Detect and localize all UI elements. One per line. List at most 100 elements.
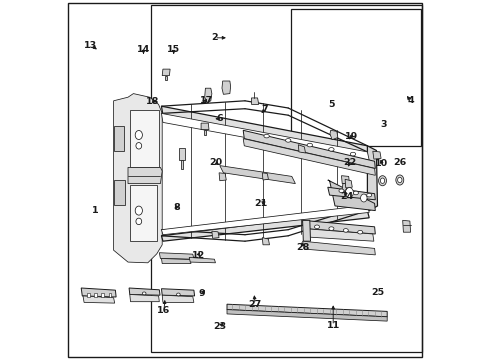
- Polygon shape: [162, 106, 368, 152]
- Polygon shape: [162, 205, 369, 235]
- Text: 21: 21: [255, 199, 268, 208]
- Polygon shape: [342, 176, 349, 184]
- Ellipse shape: [176, 293, 180, 296]
- Ellipse shape: [329, 227, 334, 230]
- Polygon shape: [162, 258, 191, 264]
- Polygon shape: [162, 211, 369, 241]
- Text: 20: 20: [209, 158, 222, 167]
- Polygon shape: [227, 304, 387, 317]
- Ellipse shape: [398, 177, 402, 183]
- Text: 7: 7: [262, 105, 268, 114]
- Polygon shape: [162, 69, 170, 76]
- Ellipse shape: [286, 139, 291, 142]
- Bar: [109, 293, 111, 297]
- Polygon shape: [181, 160, 183, 169]
- Text: 6: 6: [217, 114, 223, 123]
- Ellipse shape: [136, 143, 142, 149]
- Polygon shape: [303, 220, 311, 241]
- Polygon shape: [179, 148, 185, 160]
- Text: 5: 5: [328, 100, 335, 109]
- Ellipse shape: [358, 230, 363, 234]
- Polygon shape: [222, 81, 231, 94]
- Ellipse shape: [379, 176, 387, 186]
- Polygon shape: [262, 173, 269, 180]
- Bar: [94, 293, 97, 297]
- Ellipse shape: [361, 194, 367, 202]
- Polygon shape: [83, 296, 115, 303]
- Polygon shape: [220, 166, 295, 184]
- Polygon shape: [227, 310, 387, 321]
- Polygon shape: [205, 88, 212, 103]
- Polygon shape: [162, 205, 368, 236]
- Polygon shape: [162, 113, 369, 160]
- Polygon shape: [328, 187, 375, 200]
- Ellipse shape: [315, 225, 319, 229]
- Polygon shape: [114, 180, 125, 205]
- Text: 22: 22: [343, 158, 357, 167]
- Ellipse shape: [345, 188, 353, 198]
- Polygon shape: [342, 184, 346, 192]
- Bar: [101, 293, 104, 297]
- Polygon shape: [243, 130, 375, 168]
- Polygon shape: [303, 241, 375, 255]
- Text: 13: 13: [84, 40, 98, 49]
- Ellipse shape: [367, 193, 372, 197]
- Ellipse shape: [380, 178, 385, 183]
- Text: 9: 9: [198, 289, 205, 298]
- Ellipse shape: [135, 206, 143, 215]
- Polygon shape: [298, 145, 305, 153]
- Ellipse shape: [339, 189, 344, 193]
- Text: 17: 17: [199, 96, 213, 105]
- Polygon shape: [130, 185, 157, 241]
- Text: 3: 3: [380, 120, 387, 129]
- Ellipse shape: [307, 143, 313, 147]
- Text: 2: 2: [211, 33, 218, 42]
- Text: 4: 4: [407, 96, 414, 105]
- Polygon shape: [212, 231, 219, 238]
- Polygon shape: [368, 146, 377, 211]
- Polygon shape: [165, 76, 167, 80]
- Polygon shape: [189, 257, 216, 263]
- Polygon shape: [219, 173, 226, 181]
- Polygon shape: [162, 295, 194, 302]
- Polygon shape: [304, 229, 374, 241]
- Bar: [87, 293, 90, 297]
- Polygon shape: [328, 180, 375, 211]
- Ellipse shape: [350, 152, 356, 156]
- Text: 16: 16: [157, 306, 171, 315]
- Polygon shape: [162, 106, 369, 155]
- Polygon shape: [114, 94, 162, 263]
- Text: 1: 1: [92, 206, 99, 215]
- Ellipse shape: [135, 130, 143, 139]
- Polygon shape: [81, 288, 116, 297]
- Polygon shape: [128, 167, 162, 184]
- Ellipse shape: [396, 175, 404, 185]
- Ellipse shape: [143, 292, 146, 295]
- Ellipse shape: [343, 229, 348, 232]
- Polygon shape: [130, 110, 159, 167]
- Bar: [151, 5, 422, 352]
- Polygon shape: [114, 126, 124, 151]
- Text: 15: 15: [167, 45, 180, 54]
- Polygon shape: [345, 179, 352, 188]
- Text: 25: 25: [371, 288, 384, 297]
- Polygon shape: [201, 123, 209, 130]
- Polygon shape: [403, 220, 411, 232]
- Ellipse shape: [136, 218, 142, 225]
- Ellipse shape: [329, 148, 334, 151]
- Text: 26: 26: [393, 158, 406, 167]
- Text: 8: 8: [173, 202, 180, 211]
- Text: 11: 11: [326, 321, 340, 330]
- Text: 27: 27: [248, 300, 262, 309]
- Text: 23: 23: [213, 323, 226, 331]
- Polygon shape: [330, 130, 338, 140]
- Bar: [291, 9, 421, 146]
- Polygon shape: [262, 238, 270, 245]
- Polygon shape: [251, 98, 259, 104]
- Text: 19: 19: [344, 132, 358, 141]
- Ellipse shape: [264, 134, 270, 138]
- Polygon shape: [303, 220, 375, 234]
- Ellipse shape: [353, 191, 358, 195]
- Text: 24: 24: [340, 192, 353, 201]
- Text: 12: 12: [192, 251, 205, 260]
